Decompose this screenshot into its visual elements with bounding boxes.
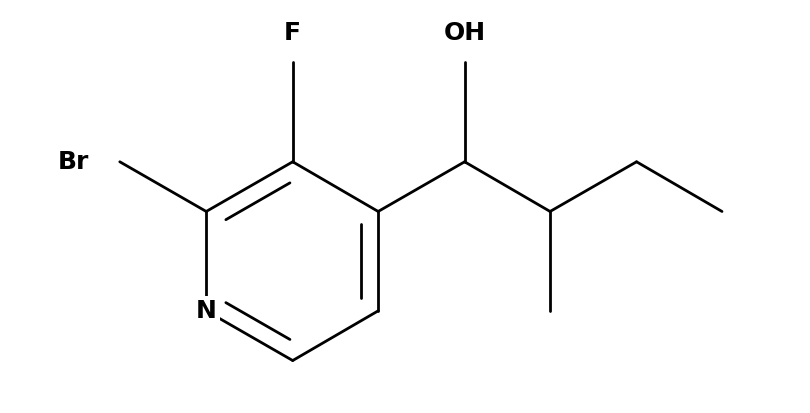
Text: Br: Br bbox=[58, 150, 89, 174]
Text: F: F bbox=[284, 21, 301, 45]
Text: OH: OH bbox=[444, 21, 486, 45]
Text: N: N bbox=[196, 299, 217, 323]
